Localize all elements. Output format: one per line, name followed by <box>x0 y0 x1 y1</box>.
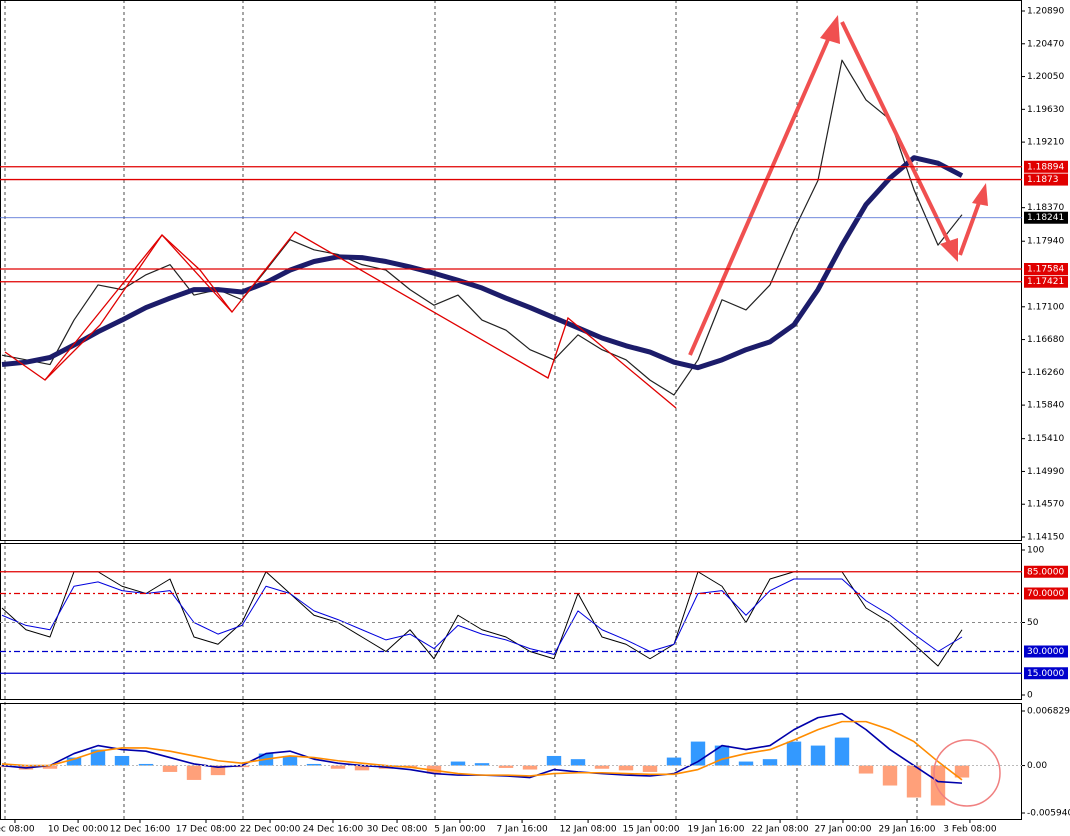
histogram-bar <box>522 765 538 770</box>
level-label-box <box>1024 211 1068 224</box>
x-tick-label: 17 Dec 08:00 <box>176 825 237 835</box>
y-tick-label: 1.20470 <box>1027 39 1064 49</box>
x-tick-label: 5 Jan 00:00 <box>434 825 486 835</box>
y-tick-label: 0.0068298 <box>1027 707 1070 717</box>
y-tick-label: 1.17940 <box>1027 237 1064 247</box>
y-tick-label: 1.18370 <box>1027 203 1064 213</box>
histogram-bar <box>90 749 106 766</box>
level-label: 1.17421 <box>1027 277 1064 287</box>
histogram-bar <box>642 765 658 772</box>
main-panel <box>0 0 1022 541</box>
level-label-box <box>1024 275 1068 288</box>
level-label: 70.0000 <box>1027 589 1064 599</box>
histogram-bar <box>330 765 346 769</box>
zigzag <box>4 231 677 409</box>
level-label-box <box>1024 565 1068 578</box>
histogram-bar <box>666 757 682 766</box>
histogram-bar <box>810 745 826 766</box>
histogram-bar <box>162 765 178 772</box>
x-tick-label: 12 Dec 16:00 <box>110 825 171 835</box>
x-tick-label: 22 Dec 00:00 <box>240 825 301 835</box>
y-tick-label: 1.20890 <box>1027 7 1064 17</box>
histogram-bar <box>114 755 130 766</box>
oscillator-panel <box>0 543 1022 700</box>
histogram-bar <box>954 765 970 778</box>
histogram-bar <box>42 765 58 769</box>
level-label-box <box>1024 173 1068 186</box>
x-tick-label: 15 Jan 00:00 <box>622 825 679 835</box>
level-label: 30.0000 <box>1027 647 1064 657</box>
y-tick-label: 1.20050 <box>1027 72 1064 82</box>
histogram-bar <box>306 763 322 766</box>
highlight-circle <box>933 739 1001 807</box>
y-tick-label: 50 <box>1027 618 1039 628</box>
y-tick-label: 1.16680 <box>1027 335 1064 345</box>
histogram-bar <box>138 763 154 766</box>
y-tick-label: 100 <box>1027 546 1044 556</box>
histogram-bar <box>66 757 82 766</box>
histogram-bar <box>738 761 754 766</box>
level-label: 1.18894 <box>1027 162 1064 172</box>
histogram-bar <box>930 765 946 806</box>
arrows <box>688 15 988 356</box>
histogram-bar <box>354 765 370 771</box>
y-tick-label: 0.00 <box>1027 761 1047 771</box>
x-tick-label: 22 Jan 08:00 <box>752 825 809 835</box>
x-tick-label: 27 Jan 00:00 <box>814 825 871 835</box>
y-tick-label: 1.19210 <box>1027 138 1064 148</box>
histogram-bar <box>762 759 778 766</box>
histogram-bar <box>282 755 298 766</box>
level-label-box <box>1024 667 1068 680</box>
y-tick-label: 1.17100 <box>1027 302 1064 312</box>
histogram-bar <box>186 765 202 780</box>
histogram-bar <box>882 765 898 786</box>
histogram-bar <box>498 765 514 768</box>
y-tick-label: 0 <box>1027 691 1033 701</box>
level-label-box <box>1024 263 1068 276</box>
histogram-bar <box>618 765 634 771</box>
level-label-box <box>1024 645 1068 658</box>
level-label-box <box>1024 587 1068 600</box>
series-line <box>1 155 964 371</box>
histogram-bar <box>450 761 466 766</box>
histogram-bar <box>786 741 802 766</box>
x-tick-label: 30 Dec 08:00 <box>367 825 428 835</box>
series-line <box>1 720 963 781</box>
histogram-bar <box>594 765 610 769</box>
histogram-bar <box>546 755 562 766</box>
v-grid <box>4 0 918 820</box>
x-tick-label: ec 08:00 <box>0 825 35 835</box>
histogram-bar <box>834 737 850 766</box>
x-tick-label: 29 Jan 16:00 <box>879 825 936 835</box>
histogram-bar <box>570 759 586 766</box>
level-label: 85.0000 <box>1027 567 1064 577</box>
y-tick-label: 1.16260 <box>1027 368 1064 378</box>
y-tick-label: 1.14150 <box>1027 533 1064 543</box>
macd-panel <box>0 703 1022 820</box>
level-label: 15.0000 <box>1027 669 1064 679</box>
x-tick-label: 3 Feb 08:00 <box>943 825 997 835</box>
level-label: 1.18241 <box>1027 213 1064 223</box>
y-tick-label: 1.14990 <box>1027 467 1064 477</box>
y-tick-label: 1.19630 <box>1027 105 1064 115</box>
x-tick-label: 10 Dec 00:00 <box>48 825 109 835</box>
level-label: 1.1873 <box>1027 175 1059 185</box>
level-label-box <box>1024 160 1068 173</box>
histogram-bar <box>858 765 874 774</box>
series-line <box>1 59 963 396</box>
histogram-bar <box>474 763 490 766</box>
series-line <box>1 578 963 655</box>
x-tick-label: 7 Jan 16:00 <box>496 825 548 835</box>
histogram-bar <box>906 765 922 798</box>
y-tick-label: 1.15840 <box>1027 401 1064 411</box>
y-tick-label: 1.14570 <box>1027 500 1064 510</box>
histogram-bar <box>210 765 226 776</box>
x-tick-label: 19 Jan 16:00 <box>688 825 745 835</box>
x-tick-label: 24 Dec 16:00 <box>303 825 364 835</box>
level-label: 1.17584 <box>1027 265 1064 275</box>
y-tick-label: 1.15410 <box>1027 434 1064 444</box>
y-tick-label: -0.0059409 <box>1027 809 1070 819</box>
x-tick-label: 12 Jan 08:00 <box>560 825 617 835</box>
